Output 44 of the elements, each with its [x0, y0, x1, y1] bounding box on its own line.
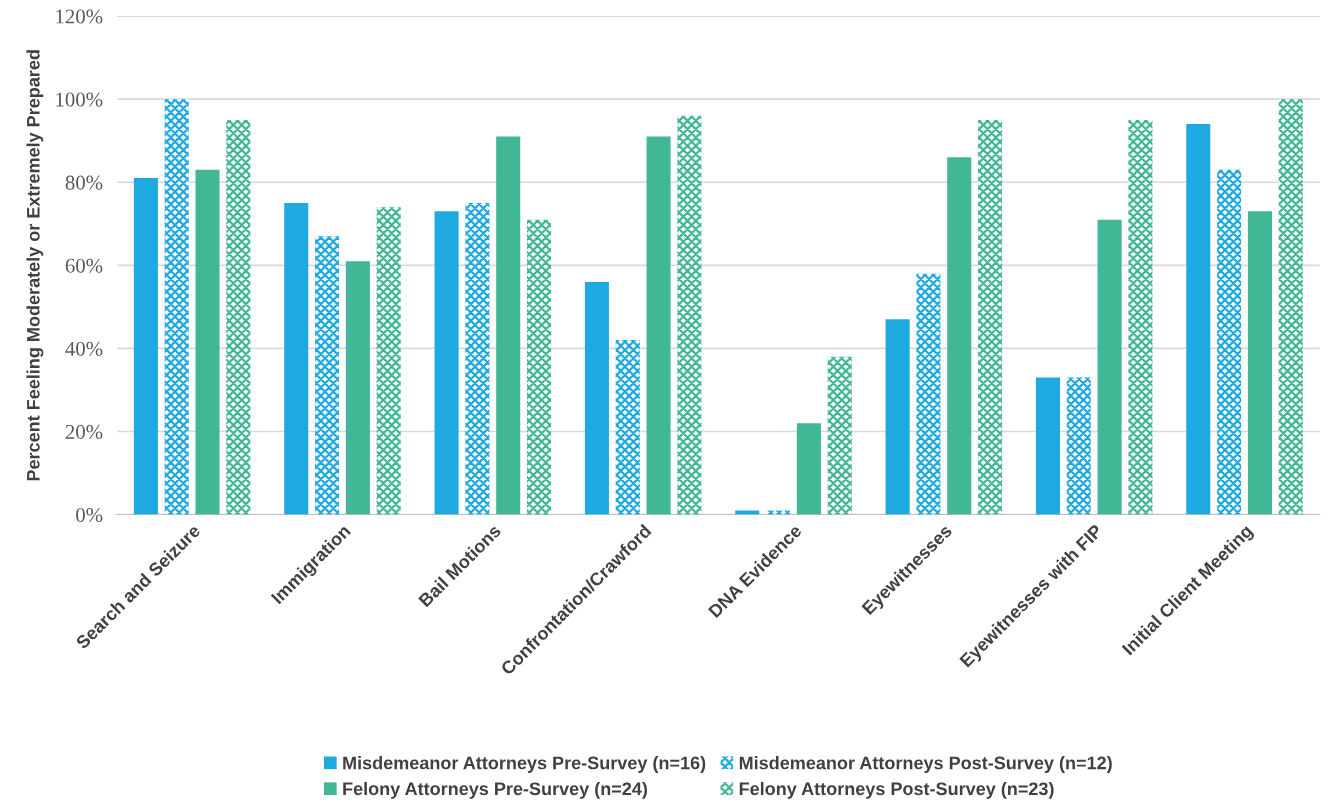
bar — [1217, 169, 1242, 515]
bar — [315, 236, 340, 515]
y-axis-title: Percent Feeling Moderately or Extremely Prepared — [26, 50, 44, 481]
bar — [1128, 119, 1153, 515]
bar — [284, 203, 309, 515]
bar — [1186, 124, 1211, 515]
bar — [1066, 377, 1091, 515]
y-tick-label: 100% — [56, 92, 103, 107]
bar — [916, 273, 941, 515]
bar — [646, 136, 671, 515]
bar — [164, 99, 189, 515]
bar — [796, 423, 821, 515]
bar — [947, 157, 972, 515]
y-tick-label: 80% — [65, 175, 103, 190]
bar — [615, 340, 640, 515]
bar — [1278, 99, 1303, 515]
legend-label: Misdemeanor Attorneys Pre-Survey (n=16) — [343, 756, 706, 773]
bar — [376, 207, 401, 515]
y-tick-label: 120% — [56, 9, 103, 24]
bar — [735, 510, 760, 515]
bar — [677, 115, 702, 515]
legend-label: Felony Attorneys Post-Survey (n=23) — [739, 781, 1054, 799]
y-tick-label: 20% — [65, 424, 103, 439]
bar — [1247, 211, 1272, 515]
y-tick-label: 40% — [65, 341, 103, 356]
bar — [527, 219, 552, 515]
legend-label: Felony Attorneys Pre-Survey (n=24) — [343, 781, 648, 799]
y-tick-label: 60% — [65, 258, 103, 273]
bar — [1035, 377, 1060, 515]
bar — [827, 356, 852, 515]
bar — [885, 319, 910, 515]
bar — [1097, 219, 1122, 515]
bar — [496, 136, 521, 515]
bar — [226, 119, 251, 515]
bar — [978, 119, 1003, 515]
bar — [584, 281, 609, 515]
bar — [766, 510, 791, 515]
bar — [345, 261, 370, 515]
legend-label: Misdemeanor Attorneys Post-Survey (n=12) — [739, 756, 1112, 773]
bar — [195, 169, 220, 515]
bar — [434, 211, 459, 515]
bar — [465, 203, 490, 515]
y-tick-label: 0% — [76, 507, 103, 523]
bar — [133, 178, 158, 515]
